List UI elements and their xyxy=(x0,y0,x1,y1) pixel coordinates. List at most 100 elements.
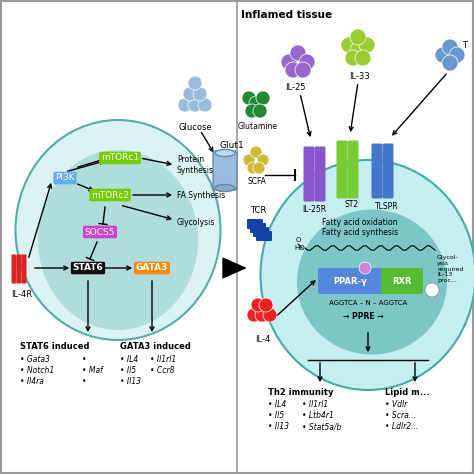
Ellipse shape xyxy=(261,160,474,390)
Circle shape xyxy=(198,98,212,112)
Circle shape xyxy=(256,91,270,105)
Circle shape xyxy=(341,37,357,53)
Circle shape xyxy=(188,98,202,112)
Text: Glutamine: Glutamine xyxy=(238,122,278,131)
FancyBboxPatch shape xyxy=(372,144,383,199)
Text: FA Synthesis: FA Synthesis xyxy=(177,191,225,200)
Circle shape xyxy=(247,308,261,322)
Circle shape xyxy=(253,104,267,118)
FancyBboxPatch shape xyxy=(381,268,423,294)
Circle shape xyxy=(350,29,366,45)
Text: •: • xyxy=(82,377,89,386)
Text: • Il13: • Il13 xyxy=(268,422,289,431)
Circle shape xyxy=(242,91,256,105)
Circle shape xyxy=(259,298,273,312)
Text: • Ltb4r1: • Ltb4r1 xyxy=(302,411,334,420)
Circle shape xyxy=(253,162,265,174)
FancyBboxPatch shape xyxy=(383,144,393,199)
FancyBboxPatch shape xyxy=(11,255,17,283)
Text: • Il4ra: • Il4ra xyxy=(20,377,44,386)
Text: O: O xyxy=(295,237,301,243)
Text: RXR: RXR xyxy=(392,276,412,285)
Circle shape xyxy=(178,98,192,112)
Text: •: • xyxy=(82,355,89,364)
Circle shape xyxy=(251,298,265,312)
FancyArrowPatch shape xyxy=(223,258,245,278)
Circle shape xyxy=(188,76,202,90)
Text: IL-25R: IL-25R xyxy=(302,205,326,214)
Circle shape xyxy=(359,262,371,274)
Circle shape xyxy=(359,37,375,53)
Text: IL-4R: IL-4R xyxy=(11,290,33,299)
Circle shape xyxy=(449,47,465,63)
FancyBboxPatch shape xyxy=(213,151,237,190)
Text: IL-4: IL-4 xyxy=(255,335,271,344)
Text: AGGTCA – N – AGGTCA: AGGTCA – N – AGGTCA xyxy=(329,300,407,306)
FancyBboxPatch shape xyxy=(247,219,263,229)
Text: Protein
Synthesis: Protein Synthesis xyxy=(177,155,214,175)
FancyBboxPatch shape xyxy=(303,146,315,201)
Text: • IL4: • IL4 xyxy=(268,400,286,409)
Circle shape xyxy=(183,87,197,101)
Text: Lipid m...: Lipid m... xyxy=(385,388,429,397)
Circle shape xyxy=(285,62,301,78)
Text: Fatty acid synthesis: Fatty acid synthesis xyxy=(322,228,398,237)
Circle shape xyxy=(247,162,259,174)
Circle shape xyxy=(281,54,297,70)
Text: IL-33: IL-33 xyxy=(350,72,370,81)
Text: GATA3 induced: GATA3 induced xyxy=(120,342,191,351)
Text: • IL4: • IL4 xyxy=(120,355,138,364)
FancyBboxPatch shape xyxy=(347,140,358,199)
Text: • Il1rl1: • Il1rl1 xyxy=(150,355,176,364)
Circle shape xyxy=(263,308,277,322)
Circle shape xyxy=(345,50,361,66)
Text: T: T xyxy=(462,40,467,49)
Text: Inflamed tissue: Inflamed tissue xyxy=(241,10,332,20)
FancyBboxPatch shape xyxy=(256,231,272,241)
Text: ST2: ST2 xyxy=(345,200,359,209)
Text: SCFA: SCFA xyxy=(247,177,266,186)
FancyBboxPatch shape xyxy=(21,255,27,283)
Text: • Stat5a/b: • Stat5a/b xyxy=(302,422,341,431)
Text: PPAR-γ: PPAR-γ xyxy=(333,276,367,285)
Text: STAT6: STAT6 xyxy=(73,264,103,273)
Text: • Ccr8: • Ccr8 xyxy=(150,366,174,375)
Text: Glycolysis: Glycolysis xyxy=(177,218,215,227)
Ellipse shape xyxy=(215,184,235,191)
FancyBboxPatch shape xyxy=(253,227,269,237)
FancyBboxPatch shape xyxy=(318,268,382,294)
Circle shape xyxy=(243,154,255,166)
Ellipse shape xyxy=(16,120,220,340)
Text: • Scra...: • Scra... xyxy=(385,411,416,420)
Circle shape xyxy=(290,45,306,61)
Circle shape xyxy=(425,283,439,297)
Circle shape xyxy=(245,104,259,118)
Text: • Il5: • Il5 xyxy=(120,366,136,375)
Text: TCR: TCR xyxy=(250,206,266,215)
Text: Glucose: Glucose xyxy=(178,123,212,132)
Circle shape xyxy=(193,87,207,101)
FancyBboxPatch shape xyxy=(250,223,266,233)
FancyBboxPatch shape xyxy=(337,140,347,199)
Circle shape xyxy=(355,50,371,66)
Text: Th2 immunity: Th2 immunity xyxy=(268,388,334,397)
Text: Glut1: Glut1 xyxy=(220,140,245,149)
Text: IL-25: IL-25 xyxy=(285,83,305,92)
Circle shape xyxy=(435,47,451,63)
Circle shape xyxy=(249,96,263,110)
Circle shape xyxy=(442,39,458,55)
Text: • Maf: • Maf xyxy=(82,366,103,375)
Text: → PPRE →: → PPRE → xyxy=(343,312,383,321)
Text: SOCS5: SOCS5 xyxy=(85,228,115,237)
Circle shape xyxy=(257,154,269,166)
Ellipse shape xyxy=(215,149,235,156)
Text: TLSPR: TLSPR xyxy=(375,202,399,211)
Text: • Il5: • Il5 xyxy=(268,411,284,420)
FancyBboxPatch shape xyxy=(315,146,326,201)
Text: • Il13: • Il13 xyxy=(120,377,141,386)
FancyBboxPatch shape xyxy=(17,255,21,283)
Text: STAT6 induced: STAT6 induced xyxy=(20,342,90,351)
Circle shape xyxy=(250,146,262,158)
Text: • Ldlr2...: • Ldlr2... xyxy=(385,422,418,431)
Text: HO: HO xyxy=(294,245,305,251)
